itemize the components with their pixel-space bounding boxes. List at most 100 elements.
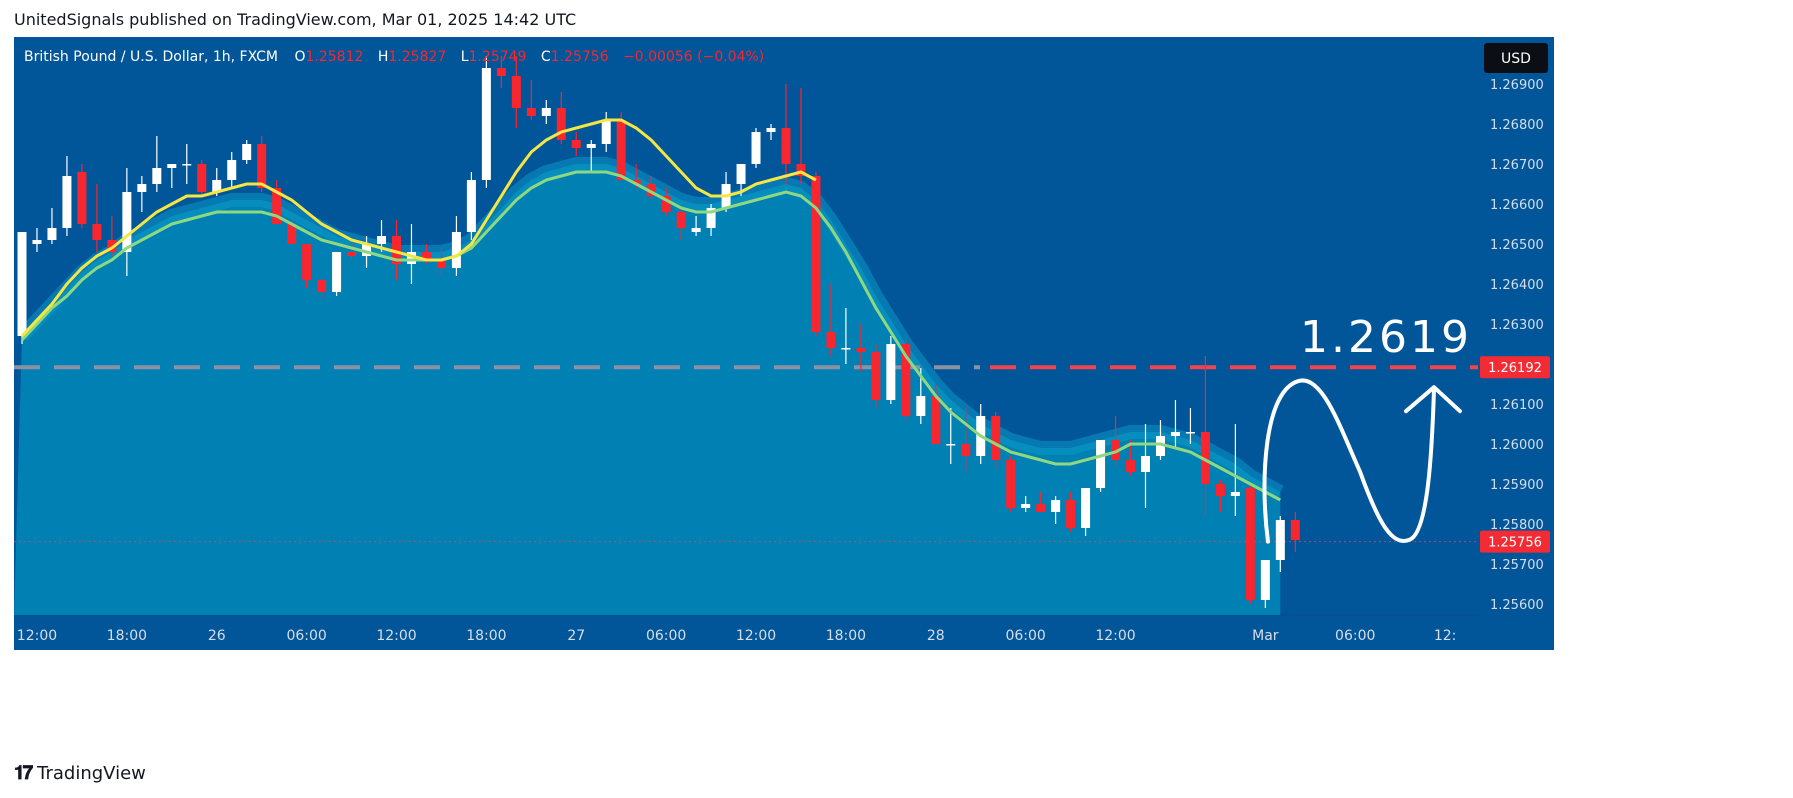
candle-body <box>92 224 102 240</box>
candle-body <box>392 236 401 264</box>
candle-body <box>661 196 671 212</box>
candle-body <box>152 168 162 184</box>
candle <box>302 244 312 288</box>
candle <box>17 232 27 344</box>
candle-body <box>856 348 866 352</box>
price-axis-tick: 1.26800 <box>1490 118 1544 133</box>
time-axis-tick: 12:00 <box>1095 628 1135 644</box>
candle-body <box>781 128 791 164</box>
candle-body <box>17 232 27 336</box>
candle <box>347 240 357 260</box>
tradingview-logo[interactable]: 𝟏𝟕 TradingView <box>14 762 146 784</box>
candle <box>1200 356 1210 516</box>
candle <box>1230 424 1240 516</box>
candle-body <box>796 164 806 176</box>
candle <box>1275 516 1285 572</box>
candle <box>841 308 851 364</box>
publish-header: UnitedSignals published on TradingView.c… <box>14 10 577 29</box>
candle-body <box>317 280 327 292</box>
legend-open-value: 1.25812 <box>306 49 364 65</box>
svg-text:British Pound / U.S. Dollar, 1: British Pound / U.S. Dollar, 1h, FXCM O1… <box>24 49 764 65</box>
candle-body <box>901 344 911 416</box>
candle-body <box>466 180 476 232</box>
candle <box>32 228 42 252</box>
candle-body <box>1111 440 1121 460</box>
candle-body <box>1096 440 1106 488</box>
legend-close-value: 1.25756 <box>551 49 609 65</box>
price-axis-tick: 1.25800 <box>1490 518 1544 533</box>
candle <box>991 412 1001 468</box>
legend-symbol: British Pound / U.S. Dollar, 1h, FXCM <box>24 49 278 65</box>
price-tag: 1.25756 <box>1480 530 1550 553</box>
candle <box>871 344 881 408</box>
candle-body <box>676 212 686 228</box>
candle <box>781 84 791 184</box>
candle <box>227 152 237 188</box>
candle <box>646 176 656 200</box>
candle <box>826 284 836 356</box>
candle-body <box>556 108 566 140</box>
price-axis: 1.26900 1.26800 1.26700 1.26600 1.26500 1.264… <box>1490 78 1544 613</box>
candle <box>541 100 551 124</box>
price-axis-tick: 1.26000 <box>1490 438 1544 453</box>
candle <box>406 224 416 284</box>
legend-close-label: C <box>541 49 551 65</box>
candle <box>706 204 716 236</box>
candle-body <box>541 108 551 116</box>
candle-body <box>1155 436 1165 456</box>
candle <box>1260 560 1270 608</box>
candle <box>182 144 192 184</box>
candle-body <box>436 260 446 268</box>
candle <box>436 248 446 276</box>
time-axis-tick: 06:00 <box>646 628 686 644</box>
candle-body <box>137 184 147 192</box>
legend-change: −0.00056 (−0.04%) <box>623 49 764 65</box>
candle-body <box>871 352 881 400</box>
candle-body <box>362 244 372 256</box>
candle-body <box>1260 560 1270 600</box>
candle <box>1126 440 1136 476</box>
time-axis-tick: 18:00 <box>466 628 506 644</box>
candle-body <box>332 252 342 292</box>
candle-body <box>481 68 491 180</box>
candle-body <box>1021 504 1031 508</box>
candle-body <box>1170 432 1180 436</box>
candle <box>92 184 102 252</box>
candle-body <box>227 160 237 180</box>
candle-body <box>1275 520 1285 560</box>
price-axis-tick: 1.26900 <box>1490 78 1544 93</box>
candle-body <box>571 140 581 148</box>
time-axis-tick: 28 <box>927 628 945 644</box>
candle <box>1245 484 1255 604</box>
candle <box>1006 456 1016 512</box>
candle-body <box>1036 504 1046 512</box>
candle <box>1290 512 1300 552</box>
candle <box>451 216 461 276</box>
candle-body <box>272 188 282 224</box>
candle <box>466 172 476 240</box>
projection-curve <box>1262 378 1462 544</box>
candle-body <box>1215 484 1225 496</box>
candle-body <box>257 144 267 188</box>
candle <box>77 164 87 228</box>
candle-body <box>586 144 596 148</box>
price-axis-tick: 1.25600 <box>1490 598 1544 613</box>
currency-badge[interactable]: USD <box>1484 43 1548 73</box>
candle <box>661 188 671 216</box>
candle <box>586 140 596 172</box>
candle-body <box>47 228 57 240</box>
time-axis-tick: 26 <box>208 628 226 644</box>
candle <box>242 140 252 164</box>
candle <box>556 92 566 144</box>
candle-body <box>377 236 387 244</box>
candle <box>481 56 491 188</box>
candle <box>1096 440 1106 492</box>
candle-body <box>946 444 956 446</box>
candle <box>62 156 72 236</box>
ma-slow-line <box>20 170 1282 502</box>
candle <box>496 56 506 88</box>
price-axis-tick: 1.26100 <box>1490 398 1544 413</box>
candle <box>197 160 207 196</box>
candle <box>511 56 521 128</box>
